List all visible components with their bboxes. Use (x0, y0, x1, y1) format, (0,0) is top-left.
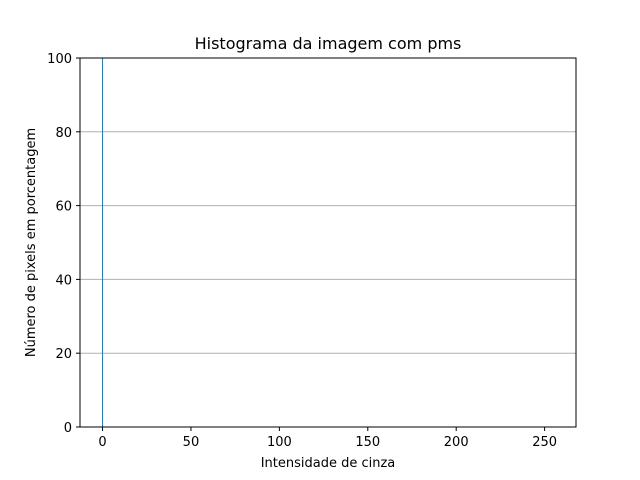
plot-frame (79, 57, 577, 428)
y-tick-label-4: 80 (55, 126, 72, 141)
x-tick-label-5: 250 (532, 435, 557, 450)
chart-title: Histograma da imagem com pms (195, 34, 462, 53)
y-tick-label-1: 20 (55, 347, 72, 362)
y-tick-label-5: 100 (47, 52, 72, 67)
y-tick-label-3: 60 (55, 200, 72, 215)
y-axis-label: Número de pixels em porcentagem (24, 128, 39, 357)
x-tick-label-4: 200 (444, 435, 469, 450)
x-tick-label-2: 100 (267, 435, 292, 450)
x-axis-ticks: 0 50 100 150 200 250 (98, 427, 557, 450)
y-tick-label-2: 40 (55, 273, 72, 288)
x-tick-label-1: 50 (183, 435, 200, 450)
y-axis-ticks: 0 20 40 60 80 100 (47, 52, 80, 436)
x-tick-label-0: 0 (98, 435, 106, 450)
x-axis-label: Intensidade de cinza (261, 456, 396, 471)
grid-lines (80, 57, 576, 428)
x-tick-label-3: 150 (355, 435, 380, 450)
y-tick-label-0: 0 (64, 421, 72, 436)
